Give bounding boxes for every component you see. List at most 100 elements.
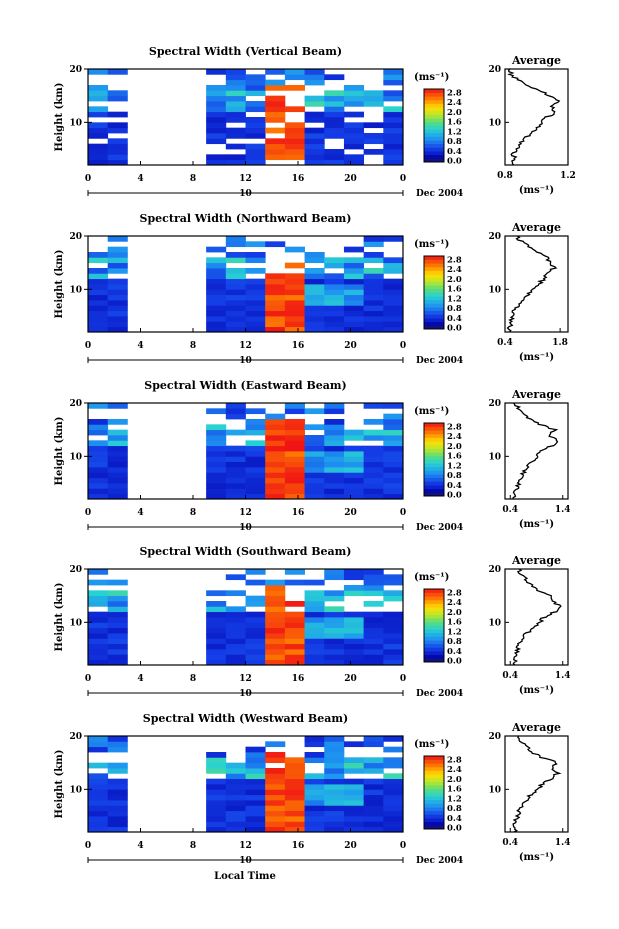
heatmap-cell	[245, 579, 266, 586]
heatmap-cell	[107, 440, 128, 447]
colorbar-segment	[424, 259, 444, 264]
heatmap-cell	[284, 789, 305, 796]
heatmap-cell	[284, 483, 305, 489]
heatmap-cell	[284, 627, 305, 634]
y-axis-label: Height (km)	[54, 83, 65, 152]
colorbar-segment	[424, 603, 444, 608]
heatmap-cell	[107, 435, 128, 441]
heatmap-cell	[284, 477, 305, 484]
heatmap-cell	[383, 794, 404, 801]
y-axis-label: Height (km)	[54, 583, 65, 652]
y-tick-label: 10	[69, 118, 82, 128]
heatmap-cell	[206, 810, 227, 817]
heatmap-cell	[284, 316, 305, 322]
heatmap-cell	[88, 316, 109, 322]
x-tick-label: 20	[344, 174, 357, 184]
y-axis-label: Height (km)	[54, 417, 65, 486]
day-label: 10	[239, 189, 252, 199]
average-frame	[504, 568, 569, 666]
colorbar-tick-label: 1.6	[447, 618, 462, 628]
heatmap-cell	[225, 133, 246, 139]
x-tick-label: 20	[344, 508, 357, 518]
heatmap-cell	[284, 294, 305, 301]
heatmap-cell	[225, 778, 246, 785]
heatmap-cell	[343, 810, 365, 817]
heatmap-cell	[245, 622, 266, 629]
heatmap-cell	[324, 633, 345, 639]
heatmap-cell	[245, 278, 266, 285]
heatmap-cell	[107, 472, 128, 479]
heatmap-cell	[304, 757, 325, 764]
colorbar-segment	[424, 785, 444, 790]
colorbar-tick-label: 2.8	[447, 255, 462, 265]
heatmap-cell	[88, 133, 109, 139]
heatmap-cell	[225, 79, 246, 86]
colorbar-tick-label: 1.6	[447, 285, 462, 295]
heatmap-cell	[343, 289, 365, 296]
heatmap-cell	[107, 138, 128, 145]
colorbar-segment	[424, 810, 444, 815]
heatmap-cell	[107, 622, 128, 629]
heatmap-cell	[324, 659, 345, 666]
heatmap-cell	[88, 601, 109, 607]
heatmap-cell	[284, 800, 305, 806]
colorbar-segment	[424, 589, 444, 593]
heatmap-cell	[284, 408, 305, 415]
heatmap-cell	[265, 111, 286, 118]
heatmap-cell	[383, 654, 404, 661]
heatmap-cell	[225, 294, 246, 301]
heatmap-cell	[88, 111, 109, 118]
colorbar-segment	[424, 596, 444, 601]
heatmap-cell	[265, 768, 286, 774]
heatmap-cell	[265, 627, 286, 634]
colorbar-tick-label: 0.8	[447, 137, 462, 147]
colorbar-segment	[424, 266, 444, 271]
colorbar-segment	[424, 485, 444, 489]
x-tick-label: 12	[239, 508, 252, 518]
heatmap-cell	[265, 424, 286, 431]
heatmap-cell	[107, 816, 128, 822]
heatmap-cell	[265, 101, 286, 107]
heatmap-cell	[206, 643, 227, 650]
average-profile-line	[512, 735, 562, 833]
heatmap-cell	[88, 252, 109, 258]
heatmap-cell	[245, 826, 266, 833]
heatmap-cell	[225, 278, 246, 285]
heatmap-cell	[265, 106, 286, 113]
heatmap-cell	[284, 461, 305, 468]
heatmap-cell	[284, 633, 305, 639]
heatmap-cell	[383, 74, 404, 81]
heatmap-cell	[107, 451, 128, 457]
colorbar-segment	[424, 488, 444, 493]
colorbar-segment	[424, 763, 444, 768]
heatmap-cell	[324, 746, 345, 753]
heatmap-cell	[245, 127, 266, 134]
heatmap-cell	[304, 159, 325, 166]
heatmap-cell	[383, 659, 404, 666]
heatmap-cell	[206, 659, 227, 666]
x-tick-label: 0	[85, 674, 91, 684]
heatmap-cell	[245, 746, 266, 753]
heatmap-cell	[343, 821, 365, 828]
heatmap-cell	[383, 429, 404, 436]
heatmap-cell	[324, 127, 345, 134]
heatmap-cell	[107, 69, 128, 75]
heatmap-cell	[343, 467, 365, 473]
heatmap-cell	[284, 300, 305, 306]
heatmap-cell	[363, 149, 384, 155]
heatmap-cell	[324, 784, 345, 790]
heatmap-cell	[383, 451, 404, 457]
heatmap-cell	[245, 569, 266, 575]
heatmap-cells	[88, 569, 404, 666]
heatmap-cell	[304, 305, 325, 312]
average-y-tick-label: 20	[488, 732, 501, 742]
colorbar-segment	[424, 288, 444, 293]
average-frame	[504, 68, 569, 166]
colorbar-tick-label: 2.4	[447, 765, 462, 775]
heatmap-cell	[225, 413, 246, 420]
heatmap-cell	[304, 440, 325, 447]
heatmap-cell	[107, 826, 128, 833]
heatmap-cell	[363, 574, 384, 581]
heatmap-cell	[265, 413, 286, 420]
heatmap-cell	[245, 143, 266, 150]
